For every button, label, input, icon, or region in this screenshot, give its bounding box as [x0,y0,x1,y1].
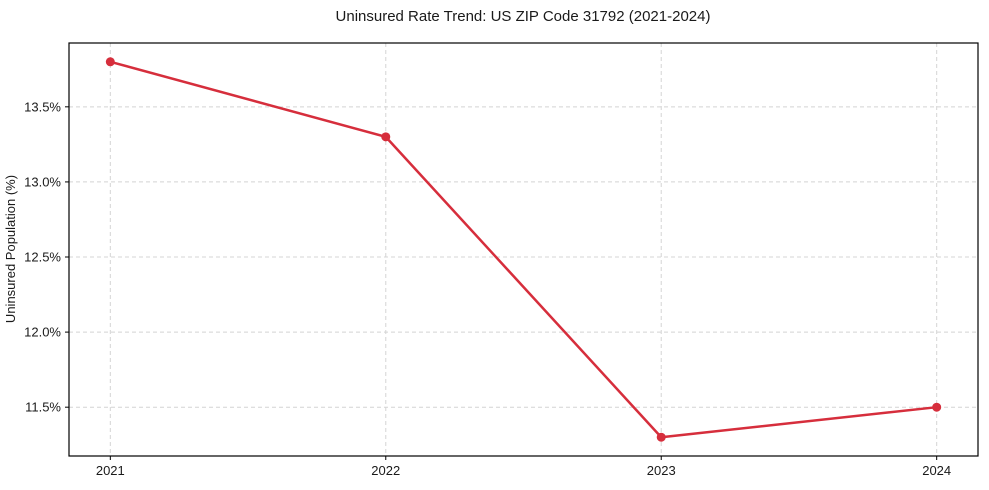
trend-line-series [105,57,942,442]
data-point-2023 [656,432,666,442]
y-tick-label: 11.5% [25,400,61,415]
x-tick-label: 2021 [96,463,125,478]
plot-frame [68,42,979,457]
y-tick-label: 12.5% [24,250,61,265]
x-tick-label: 2023 [647,463,676,478]
y-axis-label: Uninsured Population (%) [3,175,18,323]
trend-line-path [109,60,938,439]
chart-title: Uninsured Rate Trend: US ZIP Code 31792 … [336,8,711,25]
y-tick-label: 13.0% [24,174,61,189]
y-tick-label: 13.5% [24,99,61,114]
data-point-2022 [381,132,391,142]
tick-labels: 11.5% 12.0% 12.5% 13.0% 13.5% 2021 2022 2023 202… [24,99,951,478]
data-point-2024 [932,402,942,412]
x-tick-label: 2024 [922,463,951,478]
axes [65,42,979,460]
gridlines [69,43,978,456]
data-point-2021 [105,57,115,67]
y-tick-label: 12.0% [24,325,61,340]
x-tick-label: 2022 [371,463,400,478]
